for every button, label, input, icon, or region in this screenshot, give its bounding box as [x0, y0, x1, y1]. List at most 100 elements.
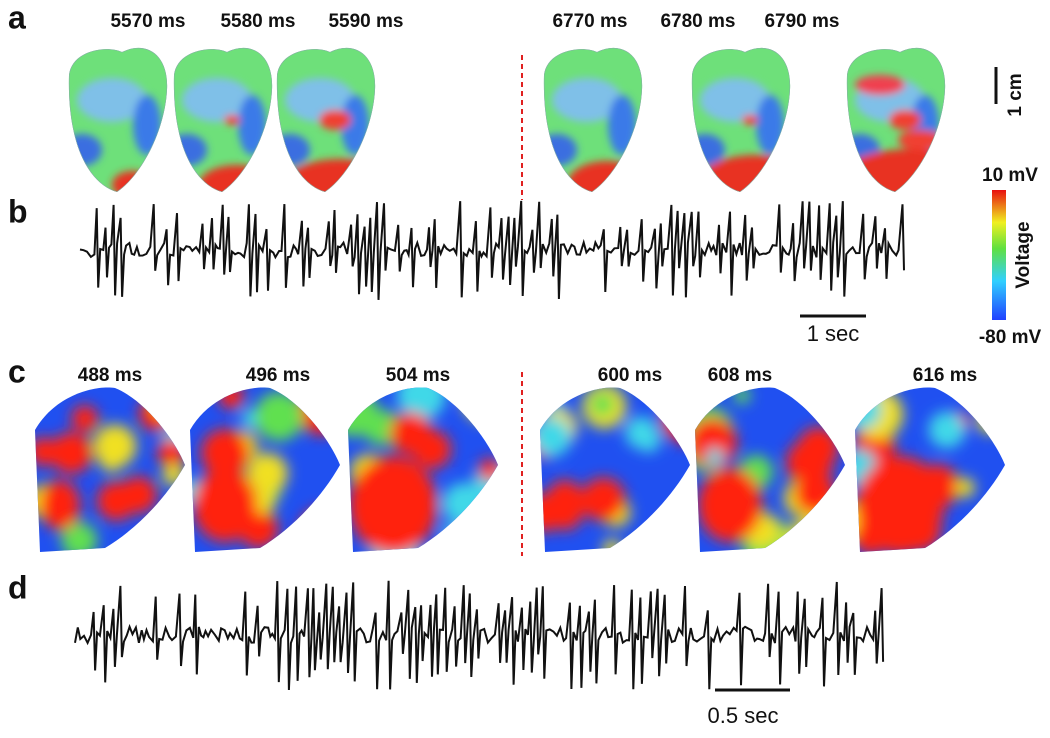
patch — [157, 438, 185, 467]
patch — [138, 396, 174, 432]
patch — [734, 387, 751, 404]
map — [348, 387, 498, 552]
patch — [153, 391, 180, 418]
patch — [254, 391, 304, 441]
patch — [173, 134, 207, 166]
patch — [462, 387, 498, 423]
patch — [855, 390, 881, 429]
patch — [783, 520, 828, 552]
patch — [442, 482, 485, 525]
patch — [467, 525, 491, 549]
map — [540, 387, 690, 552]
patch — [50, 432, 93, 474]
patch — [276, 134, 310, 166]
patch — [608, 95, 636, 155]
patch — [442, 524, 460, 543]
scale-label: 1 cm — [1005, 73, 1026, 116]
patch — [298, 389, 340, 435]
patch — [742, 115, 758, 125]
patch — [199, 165, 273, 192]
patch — [40, 480, 80, 530]
patch — [68, 134, 102, 166]
patch — [545, 480, 585, 530]
patch — [889, 110, 921, 130]
frame-label: 608 ms — [708, 365, 772, 386]
trace — [74, 580, 885, 691]
outline — [276, 47, 376, 192]
patch — [955, 477, 975, 498]
patch — [602, 539, 622, 552]
colorbar-max: 10 mV — [982, 165, 1038, 186]
patch — [238, 95, 266, 155]
colorbar-title: Voltage — [1013, 221, 1034, 288]
panel-label: a — [8, 0, 26, 35]
patch — [928, 411, 966, 449]
panel-label: c — [8, 353, 26, 389]
frame-label: 600 ms — [598, 365, 662, 386]
patch — [664, 390, 686, 412]
patch — [979, 516, 1003, 540]
scale-label: 1 sec — [807, 321, 860, 346]
frame-label: 6780 ms — [660, 11, 735, 32]
outline — [543, 47, 643, 192]
frame-label: 5590 ms — [328, 11, 403, 32]
patch — [341, 95, 369, 155]
outline — [691, 47, 791, 192]
patch — [856, 456, 944, 552]
patch — [798, 427, 839, 468]
outline — [68, 47, 168, 192]
patch — [99, 448, 123, 472]
patch — [133, 95, 161, 155]
patch — [567, 161, 643, 192]
map — [855, 387, 1005, 552]
patch — [201, 428, 250, 478]
patch — [71, 405, 99, 433]
patch — [218, 387, 244, 410]
outline — [846, 47, 946, 192]
patch — [348, 387, 378, 437]
patch — [698, 468, 762, 542]
patch — [162, 463, 185, 486]
patch — [590, 392, 615, 417]
colorbar-min: -80 mV — [979, 327, 1042, 348]
trace — [79, 200, 905, 300]
heart — [68, 47, 168, 192]
patch — [695, 418, 737, 468]
patch — [284, 159, 376, 192]
frame-label: 488 ms — [78, 365, 142, 386]
patch — [319, 110, 351, 130]
patch — [112, 171, 152, 192]
patch — [452, 523, 498, 552]
heart — [691, 47, 791, 192]
heart — [543, 47, 643, 192]
patch — [119, 476, 157, 514]
patch — [625, 416, 658, 449]
patch — [412, 430, 452, 469]
patch — [581, 477, 626, 522]
patch — [540, 417, 572, 457]
patch — [700, 78, 770, 122]
frame-label: 6790 ms — [764, 11, 839, 32]
patch — [794, 472, 836, 515]
patch — [977, 409, 1002, 434]
patch — [349, 456, 437, 552]
map-pattern — [35, 391, 185, 552]
patch — [855, 75, 905, 95]
frame-label: 6770 ms — [552, 11, 627, 32]
panel-label: b — [8, 193, 28, 229]
frame-label: 504 ms — [386, 365, 450, 386]
map — [35, 387, 185, 552]
frame-label: 5580 ms — [220, 11, 295, 32]
patch — [396, 387, 446, 420]
patch — [182, 78, 252, 122]
patch — [193, 468, 257, 542]
patch — [35, 437, 58, 466]
patch — [478, 458, 498, 482]
patch — [706, 448, 724, 465]
patch — [846, 149, 946, 192]
patch — [552, 78, 622, 122]
patch — [697, 155, 791, 192]
patch — [657, 515, 690, 552]
artwork — [35, 47, 1005, 691]
